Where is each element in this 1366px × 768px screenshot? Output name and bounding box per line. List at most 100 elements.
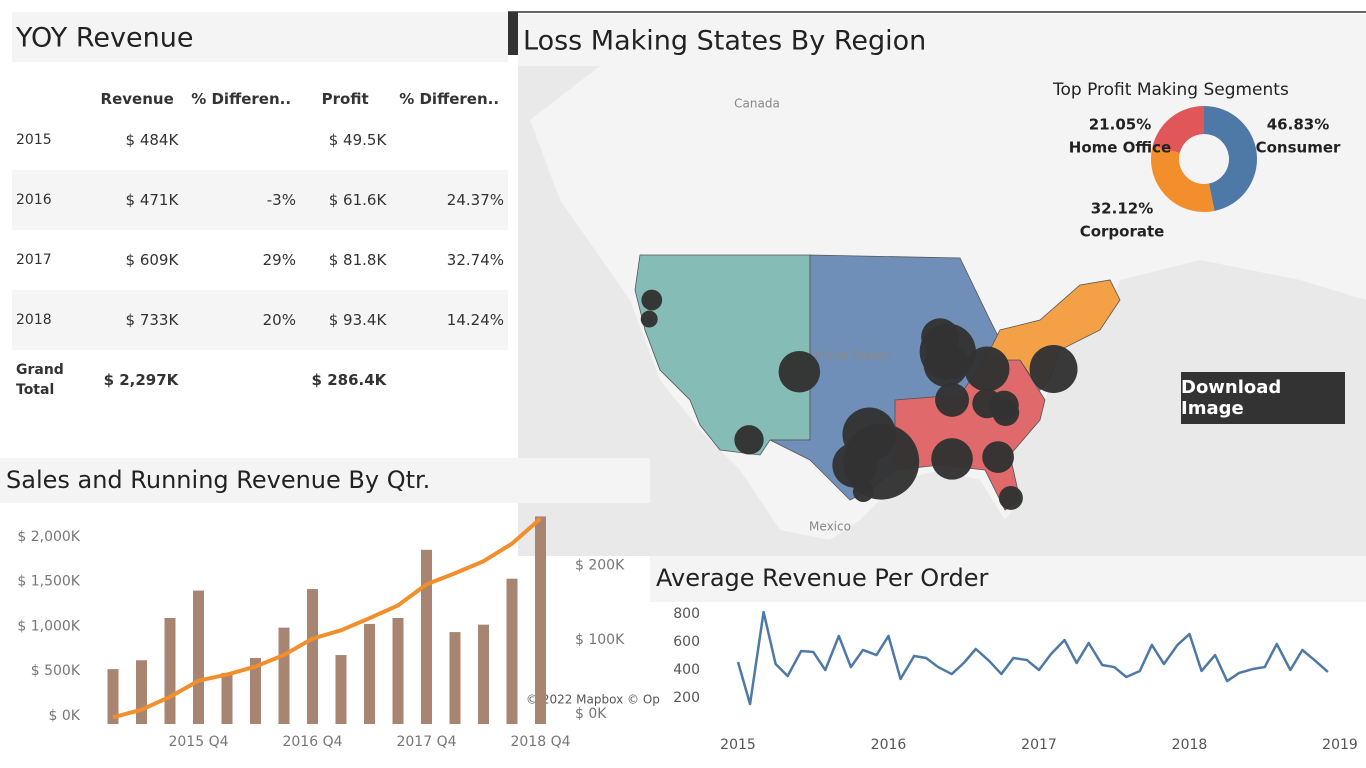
legend-label: Home Office [1069,139,1171,157]
bubble [1029,345,1078,394]
bar [535,516,546,724]
x-tick-label: 2015 Q4 [168,734,228,750]
title: Top Profit Making Segments [1052,80,1289,100]
legend-label: Consumer [1256,139,1341,157]
table-cell: $ 81.8K [328,251,387,269]
table-cell [390,110,508,170]
bar [193,590,204,724]
table-cell [182,350,300,410]
table-cell: 2018 [12,290,92,350]
title: YOY Revenue [15,23,193,54]
bar [164,617,176,724]
pie-slice [1204,106,1258,211]
table-cell: 2017 [16,252,52,268]
bubble [964,346,1010,392]
x-tick-label: 2017 [1021,737,1057,753]
bubble [935,382,970,417]
y-tick-label: 600 [673,634,700,650]
table-cell: Revenue [100,90,174,108]
table-cell: 20% [182,290,300,350]
table-cell: $ 484K [125,131,179,149]
map-label: Mexico [809,520,851,534]
table-cell: 24.37% [390,170,508,230]
bar [421,549,432,724]
table-row: 2017 $ 609K 29% $ 81.8K 32.74% [12,230,508,290]
table-cell: $ 61.6K [299,170,391,230]
x-tick-label: 2018 Q4 [510,734,570,750]
y-tick-label: $ 0K [49,708,81,724]
map-layer: Canada United States Mexico [640,97,1078,534]
x-tick-label: 2018 [1172,737,1208,753]
bubble [734,425,764,455]
title-bar [650,556,1366,602]
pie-slice [1152,106,1204,153]
download-button[interactable]: Download Image [1181,372,1345,424]
table-cell: $ 49.5K [328,131,387,149]
y-tick-label: 800 [673,606,700,622]
table-cell: Profit [321,90,369,108]
table-cell: % Differen.. [191,90,292,108]
bubble [852,481,874,502]
table-cell: Grand Total [16,362,64,398]
line [736,610,1329,706]
bar [307,589,318,724]
bubble [998,485,1023,510]
title-bar [0,458,650,503]
x-tick-label: 2019 [1322,737,1358,753]
data-label: 46.83% [1267,116,1329,134]
table-cell [12,66,92,110]
legend-label: Corporate [1080,223,1165,241]
data-label: 21.05% [1089,116,1151,134]
title-bar [518,14,1366,66]
map-label: Canada [734,97,780,111]
table-cell: $ 93.4K [299,290,391,350]
table-cell [182,110,300,170]
bar [107,669,119,724]
data-label: 32.12% [1091,200,1153,218]
bubble [778,350,821,393]
table-cell: 2016 [12,170,92,230]
table-cell: -3% [182,170,300,230]
bubble [832,442,878,488]
y2-tick-label: $ 0K [575,706,607,722]
x-tick-label: 2016 [871,737,907,753]
y-tick-label: 400 [673,662,700,678]
bar [221,672,233,724]
table-cell: 14.24% [390,290,508,350]
table-row: 2016 $ 471K -3% $ 61.6K 24.37% [12,170,508,230]
map-label: United States [809,349,890,363]
y-tick-label: 200 [673,690,700,706]
x-tick-label: 2016 Q4 [282,734,342,750]
bubble [982,441,1014,473]
table-cell: $ 2,297K [103,371,179,389]
table-cell: $ 733K [92,290,183,350]
y-tick-label: $ 500K [31,663,81,679]
pie-slice [1151,145,1215,212]
bubble [923,342,969,387]
table-cell: $ 286.4K [311,371,387,389]
title: Loss Making States By Region [523,26,926,57]
title-accent [508,12,518,55]
table-row: Grand Total $ 2,297K $ 286.4K [12,350,508,410]
bubble [640,310,658,328]
y-tick-label: $ 1,500K [17,574,80,590]
bar [278,627,290,724]
x-tick-label: 2017 Q4 [396,734,456,750]
table-cell: $ 609K [125,251,179,269]
attribution: © 2022 Mapbox © Op [526,693,660,707]
table-cell [390,350,508,410]
bar [392,617,404,724]
bar [478,624,489,724]
bar [449,632,461,724]
title: Average Revenue Per Order [656,564,989,592]
table-row: Revenue % Differen.. Profit % Differen.. [12,66,508,110]
bar [506,578,518,724]
bubble [641,289,663,311]
line [112,517,542,720]
bubble [992,399,1020,427]
title-bar [1048,70,1328,106]
table-cell: 32.74% [446,251,504,269]
table-cell: 2015 [16,132,52,148]
